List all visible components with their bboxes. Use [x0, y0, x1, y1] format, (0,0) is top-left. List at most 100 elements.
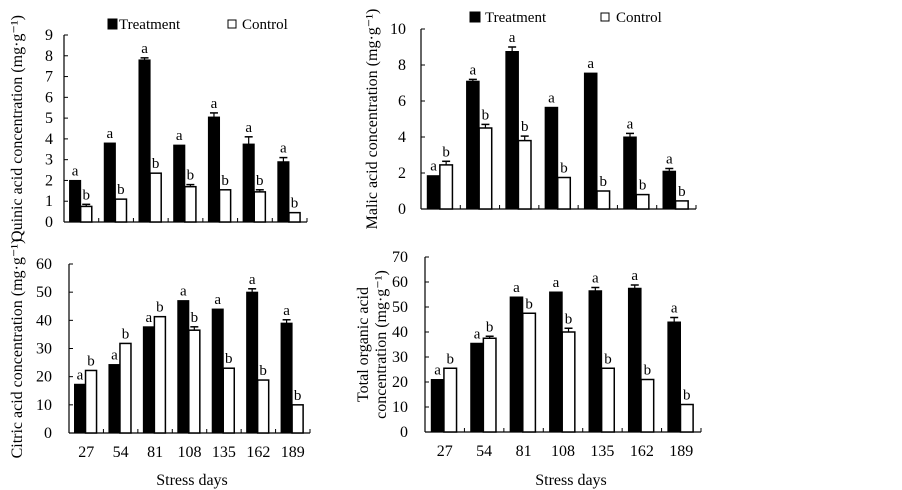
- significance-letter: b: [87, 353, 95, 369]
- significance-letter: a: [671, 301, 678, 317]
- bar-treatment: [177, 300, 190, 434]
- bar-control: [443, 367, 458, 433]
- bar-control: [114, 198, 128, 223]
- x-tick-label: 81: [516, 443, 532, 460]
- bar-control: [482, 337, 497, 433]
- x-tick-label: 27: [78, 444, 94, 461]
- y-tick-label: 40: [392, 324, 408, 341]
- significance-letter: a: [631, 268, 638, 284]
- bar-control: [478, 127, 493, 210]
- x-tick-label: 54: [476, 443, 492, 460]
- bar-treatment: [662, 170, 677, 210]
- bar-treatment: [138, 59, 151, 223]
- significance-letter: a: [211, 96, 218, 112]
- y-axis-title: Quinic acid concentration (mg·g⁻¹): [9, 15, 26, 242]
- y-tick-label: 2: [398, 165, 406, 182]
- y-tick-label: 9: [45, 27, 53, 44]
- bar-treatment: [544, 106, 559, 210]
- significance-letter: a: [111, 348, 118, 364]
- bar-treatment: [426, 175, 441, 210]
- bar-control: [517, 139, 532, 210]
- significance-letter: a: [548, 90, 555, 106]
- significance-letter: a: [430, 159, 437, 175]
- significance-letter: a: [666, 152, 673, 168]
- significance-letter: b: [294, 388, 302, 404]
- bar-treatment: [505, 51, 519, 210]
- bar-control: [119, 342, 132, 434]
- significance-letter: b: [683, 388, 691, 404]
- bar-control: [218, 189, 232, 223]
- significance-letter: b: [221, 173, 229, 189]
- significance-letter: b: [191, 310, 199, 326]
- x-tick-label: 108: [551, 443, 575, 460]
- legend-top-left: Treatment Control: [107, 17, 288, 33]
- bar-treatment: [280, 322, 293, 434]
- bar-treatment: [173, 144, 186, 223]
- bar-control: [84, 369, 98, 434]
- significance-letter: a: [592, 271, 599, 287]
- bar-control: [291, 404, 304, 434]
- panel-malic-acid: 0 2 4 6 8 10 Malic acid concentration (mg·g⁻¹)…: [364, 9, 697, 230]
- bar-control: [679, 403, 694, 433]
- significance-letter: b: [152, 156, 160, 172]
- bar-treatment: [583, 72, 598, 210]
- bar-treatment: [466, 80, 480, 210]
- x-tick-label: 27: [437, 443, 453, 460]
- significance-letter: b: [82, 187, 90, 203]
- y-tick-label: 7: [45, 69, 53, 86]
- significance-letter: a: [509, 30, 516, 46]
- significance-letter: a: [587, 56, 594, 72]
- bar-treatment: [69, 179, 82, 223]
- y-tick-label: 1: [45, 193, 53, 210]
- bar-control: [600, 367, 616, 433]
- bar-control: [556, 176, 572, 210]
- x-tick-label: 135: [590, 443, 614, 460]
- panel-total-organic-acid: 0 10 20 30 40 50 60 70 27 54 81 108 135 162 189 Total o…: [355, 249, 702, 460]
- y-tick-label: 0: [400, 424, 408, 441]
- y-tick-label: 70: [392, 249, 408, 266]
- bar-control: [674, 200, 689, 210]
- significance-letter: b: [560, 161, 568, 177]
- y-tick-label: 5: [45, 110, 53, 127]
- significance-letter: b: [521, 119, 529, 135]
- legend-treatment-label: Treatment: [485, 10, 547, 26]
- y-tick-label: 0: [44, 425, 52, 442]
- bar-control: [149, 172, 162, 223]
- legend-control-swatch: [227, 19, 237, 29]
- significance-letter: a: [434, 363, 441, 379]
- y-tick-label: 20: [36, 369, 52, 386]
- significance-letter: a: [214, 292, 221, 308]
- y-tick-label: 20: [392, 374, 408, 391]
- x-tick-label: 189: [669, 443, 693, 460]
- x-axis-title-right: Stress days: [535, 472, 607, 489]
- significance-letter: a: [77, 367, 84, 383]
- y-tick-label: 10: [392, 399, 408, 416]
- y-tick-label: 6: [398, 93, 406, 110]
- bar-treatment: [207, 116, 221, 223]
- legend-control-label: Control: [616, 10, 662, 26]
- y-tick-label: 6: [45, 89, 53, 106]
- bar-control: [561, 331, 576, 433]
- y-axis-title: Malic acid concentration (mg·g⁻¹): [364, 9, 381, 230]
- x-tick-label: 81: [147, 444, 163, 461]
- y-tick-label: 4: [45, 131, 53, 148]
- y-tick-label: 50: [392, 299, 408, 316]
- bar-control: [288, 211, 301, 223]
- bar-treatment: [549, 291, 563, 433]
- y-axis-title: Citric acid concentration (mg·g⁻¹): [9, 239, 26, 459]
- significance-letter: b: [225, 351, 233, 367]
- significance-letter: b: [482, 107, 490, 123]
- significance-letter: b: [604, 351, 612, 367]
- significance-letter: b: [446, 351, 454, 367]
- bar-control: [79, 205, 93, 223]
- significance-letter: a: [280, 141, 287, 157]
- y-tick-label: 8: [398, 57, 406, 74]
- y-tick-label: 2: [45, 172, 53, 189]
- bar-control: [253, 191, 267, 223]
- significance-letter: a: [180, 284, 187, 300]
- bar-treatment: [211, 308, 224, 434]
- bar-treatment: [627, 287, 642, 433]
- significance-letter: b: [442, 144, 450, 160]
- bar-treatment: [623, 136, 637, 210]
- bar-treatment: [74, 383, 87, 434]
